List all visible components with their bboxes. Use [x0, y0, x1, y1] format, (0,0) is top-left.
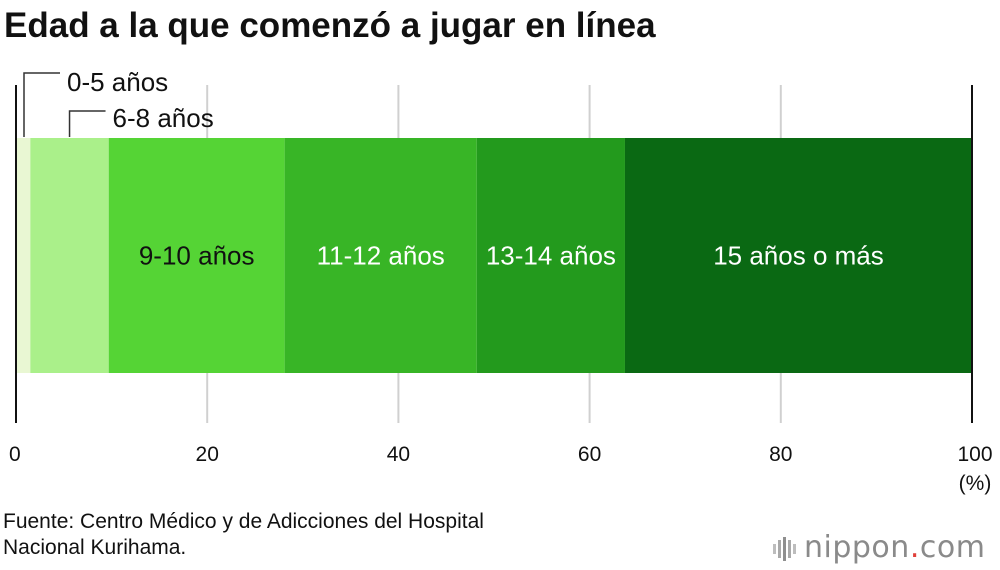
segment-labels: 0-5 años 6-8 años 9-10 años 11-12 años 13-14…	[23, 67, 884, 271]
tick-label-40: 40	[387, 443, 410, 466]
bar-segment-0	[16, 138, 31, 373]
chart-title: Edad a la que comenzó a jugar en línea	[4, 6, 656, 45]
tick-label-80: 80	[769, 443, 792, 466]
tick-label-60: 60	[578, 443, 601, 466]
segment-label-1: 6-8 años	[113, 103, 214, 133]
unit-label: (%)	[959, 472, 992, 495]
tick-label-100: 100	[957, 443, 992, 466]
x-axis: 0 20 40 60 80 100 (%)	[9, 85, 993, 495]
segment-label-4: 13-14 años	[486, 241, 616, 271]
logo-bars-icon	[773, 537, 796, 561]
leader-line-0	[23, 72, 60, 137]
bar-segment-3	[284, 138, 477, 373]
segment-label-0: 0-5 años	[67, 67, 168, 97]
tick-label-20: 20	[196, 443, 219, 466]
nippon-logo: nippon.com	[772, 530, 985, 566]
source-line-1: Fuente: Centro Médico y de Adicciones de…	[3, 510, 484, 533]
leader-line-1	[68, 110, 106, 137]
segment-label-2: 9-10 años	[139, 241, 255, 271]
logo-text: nippon.com	[804, 530, 985, 566]
logo-tld: com	[919, 530, 986, 565]
segment-label-3: 11-12 años	[317, 241, 445, 271]
bar-segment-5	[624, 138, 972, 373]
tick-label-0: 0	[9, 443, 21, 466]
source-note: Fuente: Centro Médico y de Adicciones de…	[3, 509, 484, 561]
bar-segment-4	[476, 138, 625, 373]
stacked-bar-chart: 0 20 40 60 80 100 (%) 0-5 años 6-8 años 9-10 año…	[9, 67, 993, 495]
bar-segments	[16, 138, 972, 373]
bar-segment-1	[30, 138, 109, 373]
segment-label-5: 15 años o más	[713, 241, 884, 271]
logo-dot: .	[909, 530, 920, 565]
bar-segment-2	[108, 138, 285, 373]
logo-brand: nippon	[804, 530, 910, 565]
source-line-2: Nacional Kurihama.	[3, 536, 187, 559]
